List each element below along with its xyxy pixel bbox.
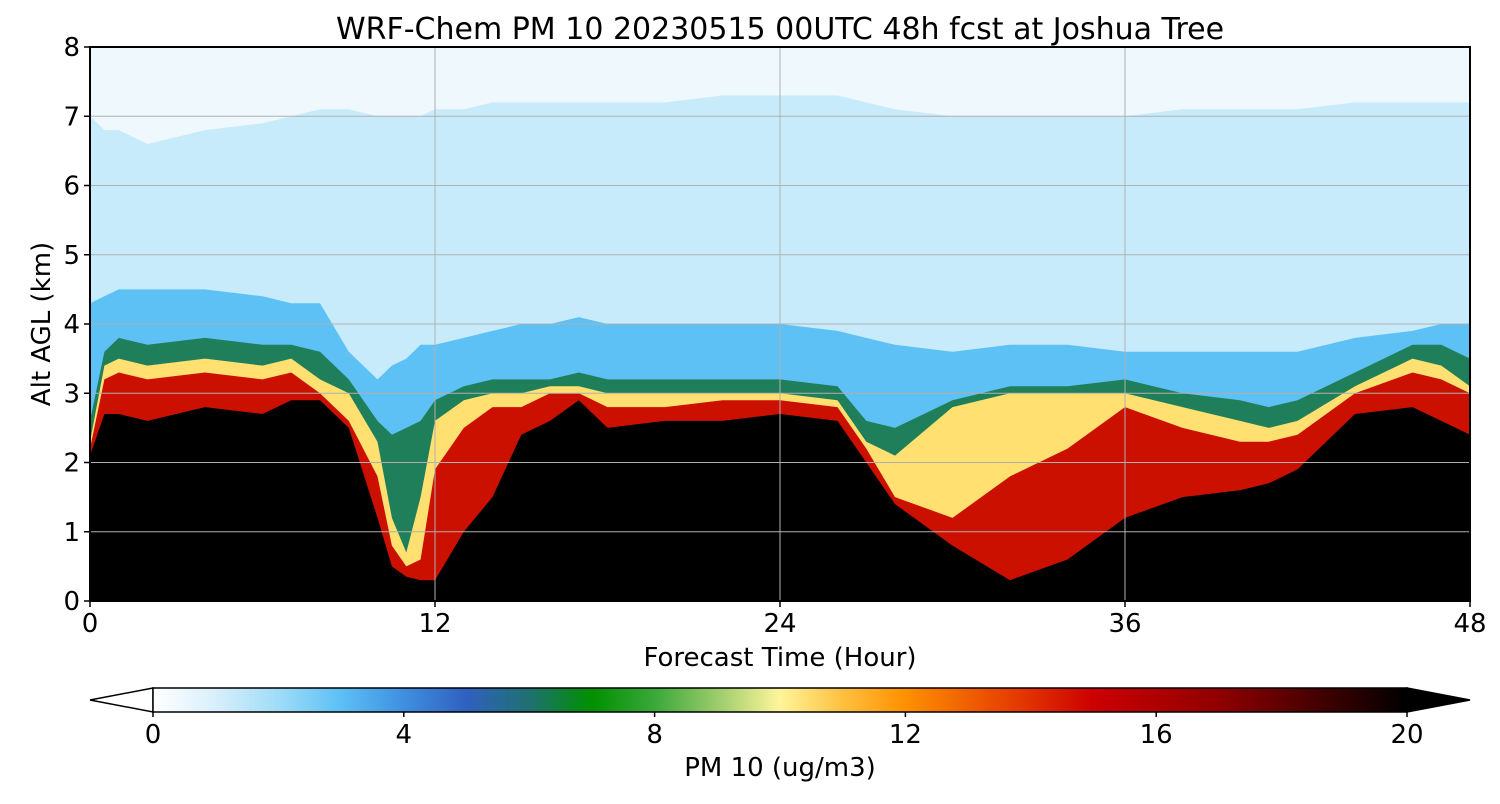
colorbar-tick-label: 12 [889,720,922,750]
y-tick-label: 6 [63,172,80,202]
y-tick-label: 8 [63,33,80,63]
y-axis-label: Alt AGL (km) [27,242,57,406]
y-tick-label: 4 [63,310,80,340]
x-tick-label: 48 [1453,609,1486,639]
colorbar-max-extend [1406,687,1471,713]
colorbar-label: PM 10 (ug/m3) [684,753,876,783]
x-tick-label: 12 [418,609,451,639]
x-tick-label: 0 [82,609,99,639]
colorbar-tick-label: 0 [145,720,162,750]
colorbar-tick-label: 8 [646,720,663,750]
y-tick-label: 2 [63,449,80,479]
x-tick-label: 24 [763,609,796,639]
y-tick-label: 7 [63,102,80,132]
colorbar: 0 4 8 12 16 20 [89,687,1471,750]
colorbar-tick-label: 20 [1390,720,1423,750]
y-tick-label: 5 [63,241,80,271]
x-tick-label: 36 [1108,609,1141,639]
colorbar-gradient [152,687,1408,713]
colorbar-tick-label: 16 [1140,720,1173,750]
y-axis: 0 1 2 3 4 5 6 7 8 [63,33,90,617]
chart-title: WRF-Chem PM 10 20230515 00UTC 48h fcst a… [336,12,1224,47]
y-tick-label: 3 [63,379,80,409]
x-axis: 0 12 24 36 48 [82,601,1487,639]
x-axis-label: Forecast Time (Hour) [643,643,916,673]
colorbar-tick-label: 4 [396,720,413,750]
y-tick-label: 0 [63,587,80,617]
colorbar-min-extend [89,687,154,713]
y-tick-label: 1 [63,518,80,548]
